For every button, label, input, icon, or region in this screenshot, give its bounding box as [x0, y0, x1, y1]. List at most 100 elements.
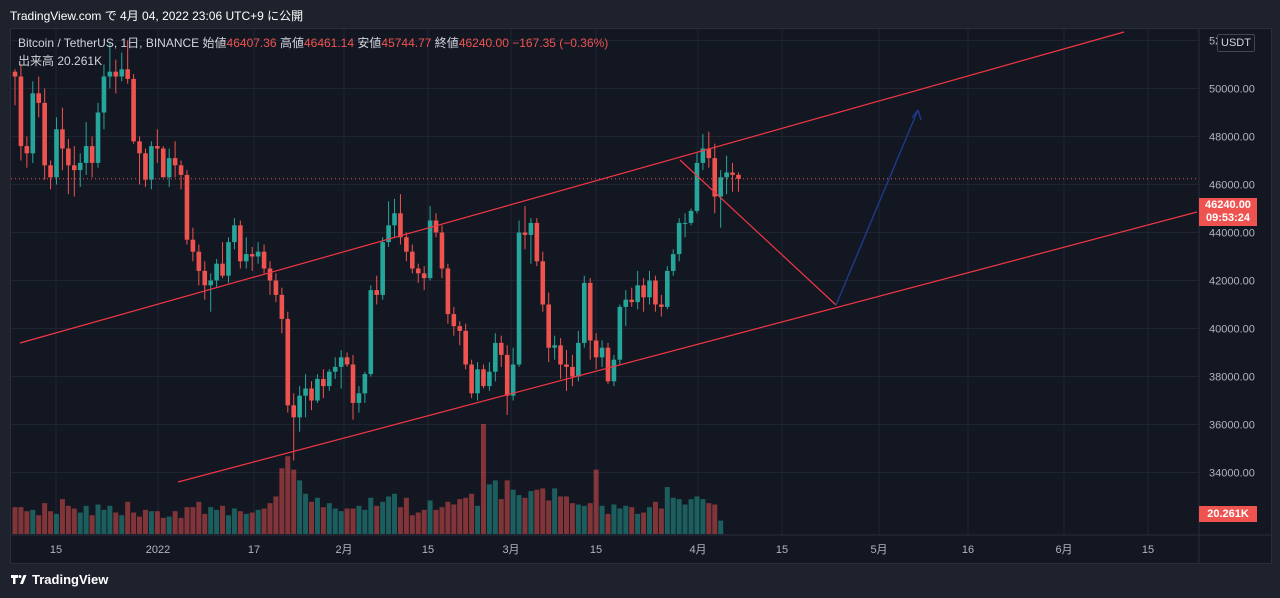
- candle-body: [445, 268, 451, 315]
- volume-bar: [469, 493, 475, 534]
- volume-bar: [107, 505, 113, 534]
- volume-bar: [101, 509, 107, 534]
- volume-bar: [160, 517, 166, 534]
- candle-body: [576, 342, 581, 377]
- candle-body: [368, 290, 374, 375]
- candle-body: [510, 364, 516, 396]
- price-axis-label: 40000.00: [1209, 324, 1255, 336]
- candle-body: [641, 285, 646, 298]
- volume-bar: [95, 504, 101, 534]
- volume-bar: [486, 484, 492, 534]
- candle-body: [315, 378, 320, 401]
- volume-bar: [54, 513, 60, 534]
- candle-body: [303, 388, 308, 396]
- candle-body: [564, 364, 569, 367]
- tradingview-brand[interactable]: TradingView: [10, 572, 108, 587]
- volume-bar: [142, 509, 148, 534]
- candle-body: [611, 359, 617, 382]
- volume-bar: [214, 509, 220, 534]
- time-axis-label: 3月: [502, 544, 519, 556]
- candle-body: [178, 165, 184, 175]
- candle-body: [374, 290, 380, 295]
- volume-bar: [243, 513, 249, 534]
- candle-body: [338, 357, 344, 367]
- publish-info: TradingView.com で 4月 04, 2022 23:06 UTC+…: [10, 9, 304, 23]
- volume-bar: [534, 489, 540, 534]
- candle-body: [404, 237, 409, 252]
- candle-body: [137, 141, 142, 154]
- volume-bar: [225, 515, 231, 534]
- volume-bar: [540, 488, 546, 534]
- candle-body: [706, 148, 712, 159]
- candle-body: [238, 225, 243, 262]
- candle-body: [439, 232, 445, 269]
- candle-body: [89, 146, 95, 163]
- volume-bar: [652, 501, 658, 534]
- volume-bar: [629, 507, 635, 534]
- candle-body: [72, 165, 77, 171]
- price-axis-label: 48000.00: [1209, 132, 1255, 144]
- candle-body: [249, 254, 255, 257]
- symbol-title[interactable]: Bitcoin / TetherUS, 1日, BINANCE: [18, 36, 200, 50]
- candle-body: [522, 232, 528, 235]
- volume-bar: [202, 513, 208, 534]
- volume-bar: [546, 500, 552, 534]
- volume-bar: [184, 507, 190, 534]
- candle-body: [326, 371, 332, 387]
- volume-bar: [504, 480, 510, 534]
- chart-frame[interactable]: [10, 28, 1272, 564]
- volume-bar: [510, 489, 516, 534]
- volume-bar: [392, 493, 398, 534]
- volume-bar: [131, 512, 137, 534]
- candle-body: [718, 177, 723, 197]
- time-axis-label: 17: [248, 544, 260, 556]
- volume-bar: [113, 512, 119, 534]
- volume-bar: [42, 503, 48, 534]
- price-axis-label: 50000.00: [1209, 84, 1255, 96]
- candle-body: [493, 342, 498, 372]
- candle-body: [101, 76, 107, 113]
- candle-body: [184, 174, 190, 240]
- volume-bar: [605, 513, 611, 534]
- volume-bar: [220, 505, 226, 534]
- volume-bar: [18, 507, 24, 534]
- tradingview-logo-icon: [11, 575, 27, 584]
- volume-bar: [694, 496, 700, 534]
- currency-button[interactable]: USDT: [1217, 34, 1255, 52]
- candle-body: [730, 172, 735, 175]
- candle-body: [617, 306, 623, 360]
- symbol-legend: Bitcoin / TetherUS, 1日, BINANCE 始値46407.…: [18, 34, 608, 51]
- volume-bar: [480, 424, 486, 534]
- volume-bar: [445, 501, 451, 534]
- volume-bar: [688, 499, 694, 534]
- candle-body: [700, 148, 706, 163]
- candle-body: [421, 273, 427, 279]
- candle-body: [386, 225, 391, 243]
- candle-body: [18, 76, 24, 147]
- volume-bar: [492, 480, 498, 534]
- volume-tag: 20.261K: [1199, 506, 1257, 522]
- volume-bar: [59, 499, 65, 534]
- close-label: 終値: [434, 36, 459, 50]
- volume-bar: [314, 497, 320, 534]
- candle-body: [481, 369, 486, 387]
- volume-bar: [89, 515, 95, 534]
- candle-body: [463, 330, 468, 365]
- volume-bar: [148, 511, 154, 534]
- volume-bar: [154, 511, 160, 534]
- candle-body: [599, 347, 605, 358]
- volume-bar: [581, 505, 587, 534]
- candle-body: [279, 294, 285, 319]
- bar-countdown: 09:53:24: [1205, 212, 1251, 224]
- volume-bar: [427, 500, 433, 534]
- candle-body: [291, 405, 297, 418]
- volume-bar: [658, 508, 664, 534]
- candle-body: [131, 78, 136, 142]
- candle-body: [226, 242, 231, 276]
- low-label: 安値: [357, 36, 382, 50]
- volume-bar: [528, 491, 534, 534]
- volume-bar: [397, 507, 403, 534]
- candle-body: [558, 345, 563, 365]
- volume-bar: [409, 515, 415, 534]
